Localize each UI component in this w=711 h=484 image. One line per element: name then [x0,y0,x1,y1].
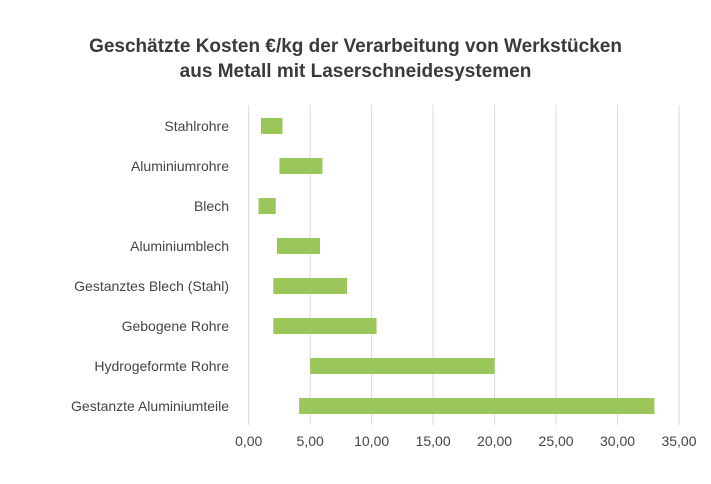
bar [273,278,348,294]
x-tick-label: 15,00 [416,433,451,449]
category-label: Gebogene Rohre [122,318,230,334]
x-tick-label: 25,00 [539,433,574,449]
category-label: Aluminiumrohre [131,158,229,174]
bar [258,198,276,214]
category-label: Gestanzte Aluminiumteile [71,398,229,414]
bar [310,358,495,374]
bar [276,238,321,254]
category-label: Aluminiumblech [130,238,229,254]
x-tick-label: 0,00 [235,433,262,449]
bar [260,118,283,134]
category-label: Gestanztes Blech (Stahl) [74,278,229,294]
bar [273,318,377,334]
x-tick-label: 10,00 [354,433,389,449]
x-tick-label: 5,00 [297,433,324,449]
bar [299,398,655,414]
chart-title-line-1: Geschätzte Kosten €/kg der Verarbeitung … [89,36,622,57]
category-label: Stahlrohre [164,118,229,134]
category-label: Blech [194,198,229,214]
chart-title-line-2: aus Metall mit Laserschneidesystemen [179,61,532,82]
x-tick-label: 20,00 [477,433,512,449]
category-label: Hydrogeformte Rohre [94,358,229,374]
x-tick-label: 30,00 [600,433,635,449]
x-tick-label: 35,00 [661,433,696,449]
bar [279,158,323,174]
